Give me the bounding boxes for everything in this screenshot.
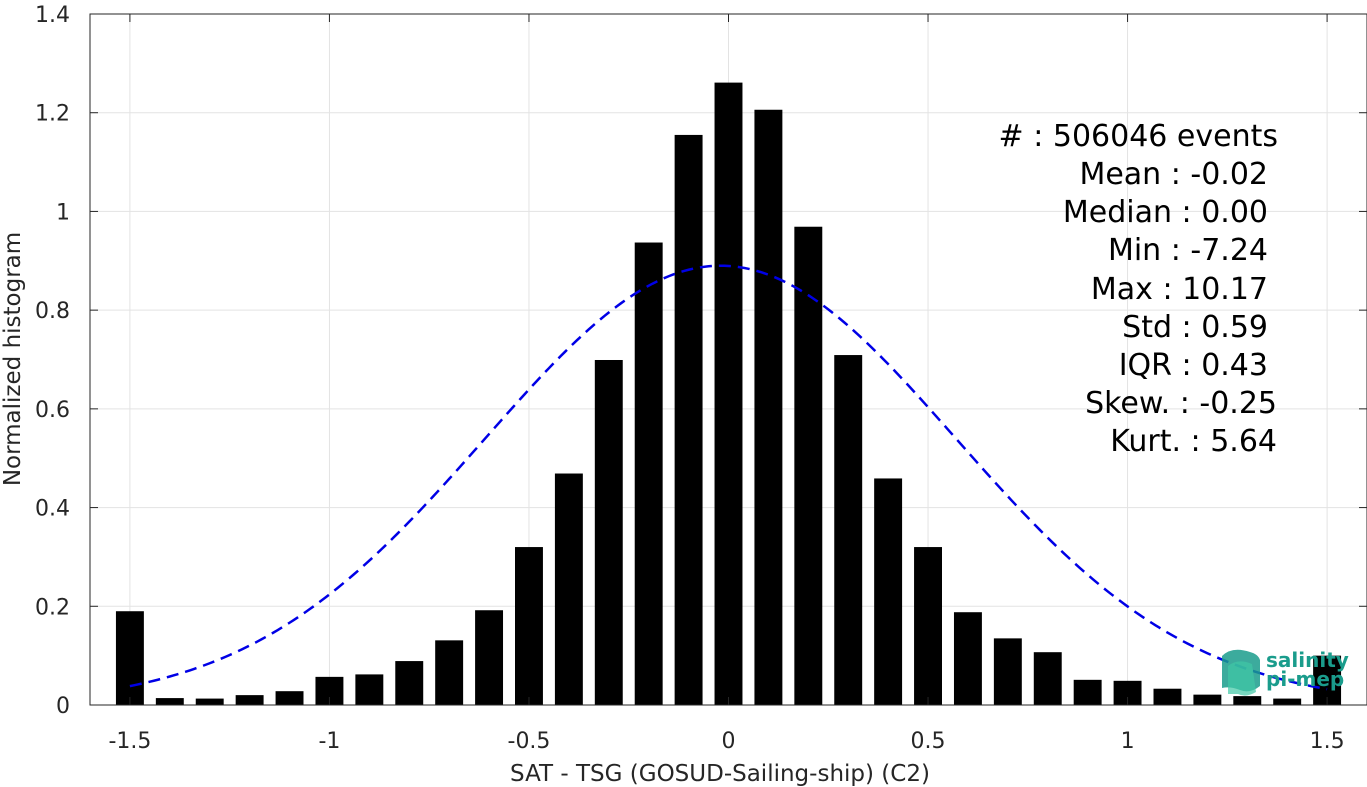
stats-kurt: Kurt. : 5.64 [1110, 424, 1277, 459]
x-tick-label: 0 [722, 729, 736, 754]
histogram-bar [1193, 694, 1222, 705]
histogram-bar [1033, 652, 1062, 705]
histogram-bar [355, 674, 384, 705]
y-tick-label: 0.6 [35, 398, 70, 423]
y-tick-label: 0 [56, 694, 70, 719]
histogram-bar [1153, 688, 1182, 705]
stats-box: # : 506046 events Mean : -0.02 Median : … [999, 119, 1278, 459]
histogram-bar [594, 359, 623, 705]
histogram-bar [1313, 655, 1342, 705]
y-tick-label: 0.4 [35, 497, 70, 522]
histogram-bar [874, 478, 903, 705]
x-tick-label: 1.5 [1310, 729, 1345, 754]
histogram-bar [1233, 696, 1262, 705]
x-tick-label: 0.5 [911, 729, 946, 754]
stats-std: Std : 0.59 [1122, 310, 1268, 345]
y-tick-label: 0.8 [35, 299, 70, 324]
histogram-bar [953, 612, 982, 705]
histogram-bar [754, 109, 783, 705]
gaussian-fit-curve [129, 264, 1328, 691]
histogram-bar [395, 661, 424, 705]
histogram-bar [1073, 679, 1102, 705]
axis-ticks [90, 13, 1367, 706]
x-tick-label: -0.5 [508, 729, 551, 754]
y-tick-labels: 0 0.2 0.4 0.6 0.8 1 1.2 1.4 [35, 3, 70, 719]
stats-skew: Skew. : -0.25 [1085, 386, 1277, 421]
logo-line-2: pi-mep [1266, 667, 1344, 691]
histogram-bar [993, 638, 1022, 705]
y-tick-label: 0.2 [35, 595, 70, 620]
x-tick-label: 1 [1121, 729, 1135, 754]
histogram-bar [674, 134, 703, 706]
x-tick-label: -1 [318, 729, 340, 754]
histogram-bar [1273, 698, 1302, 705]
y-tick-label: 1.2 [35, 102, 70, 127]
logo-line-1: salinity [1266, 648, 1349, 672]
stats-median: Median : 0.00 [1063, 195, 1268, 230]
salinity-pi-mep-logo: salinity pi-mep [1222, 648, 1349, 696]
histogram-bar [275, 691, 304, 705]
stats-mean: Mean : -0.02 [1079, 157, 1268, 192]
histogram-bar [714, 82, 743, 705]
y-tick-label: 1 [56, 200, 70, 225]
histogram-bar [195, 698, 224, 705]
histogram-bar [115, 611, 144, 705]
y-tick-label: 1.4 [35, 3, 70, 28]
histogram-bar [634, 242, 663, 706]
x-tick-labels: -1.5 -1 -0.5 0 0.5 1 1.5 [108, 729, 1344, 754]
histogram-bar [435, 640, 464, 705]
histogram-bar [554, 473, 583, 705]
x-axis-title: SAT - TSG (GOSUD-Sailing-ship) (C2) [510, 761, 930, 787]
histogram-bar [235, 695, 264, 705]
histogram-bar [834, 355, 863, 705]
y-axis-title: Normalized histogram [0, 232, 26, 486]
stats-max: Max : 10.17 [1091, 272, 1268, 307]
x-tick-label: -1.5 [108, 729, 151, 754]
histogram-bar [794, 226, 823, 705]
logo-wave-icon-front [1228, 661, 1256, 696]
histogram-bar [515, 547, 543, 705]
histogram-bar [475, 610, 504, 705]
stats-iqr: IQR : 0.43 [1119, 348, 1268, 383]
histogram-bars [115, 82, 1342, 706]
histogram-bar [914, 547, 942, 705]
histogram-bar [155, 698, 184, 705]
stats-min: Min : -7.24 [1108, 233, 1268, 268]
stats-events: # : 506046 events [999, 119, 1278, 154]
